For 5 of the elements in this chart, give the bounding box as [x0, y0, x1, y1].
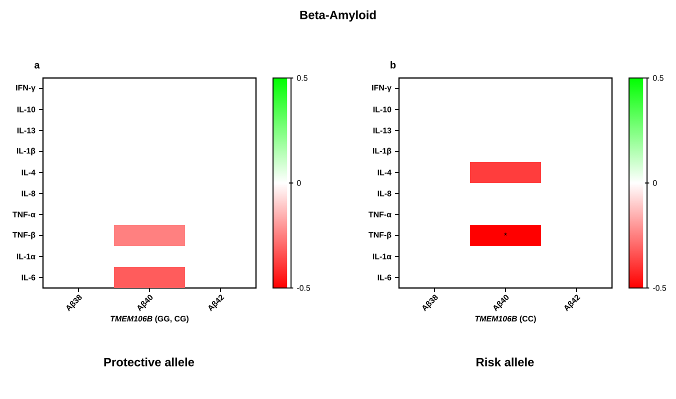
text: Beta-Amyloid	[300, 10, 376, 22]
chart-subtitle: a	[34, 63, 40, 68]
text: Risk allele	[476, 358, 534, 366]
text: Protective allele	[104, 358, 194, 366]
chart-subtitle: b	[390, 61, 396, 68]
